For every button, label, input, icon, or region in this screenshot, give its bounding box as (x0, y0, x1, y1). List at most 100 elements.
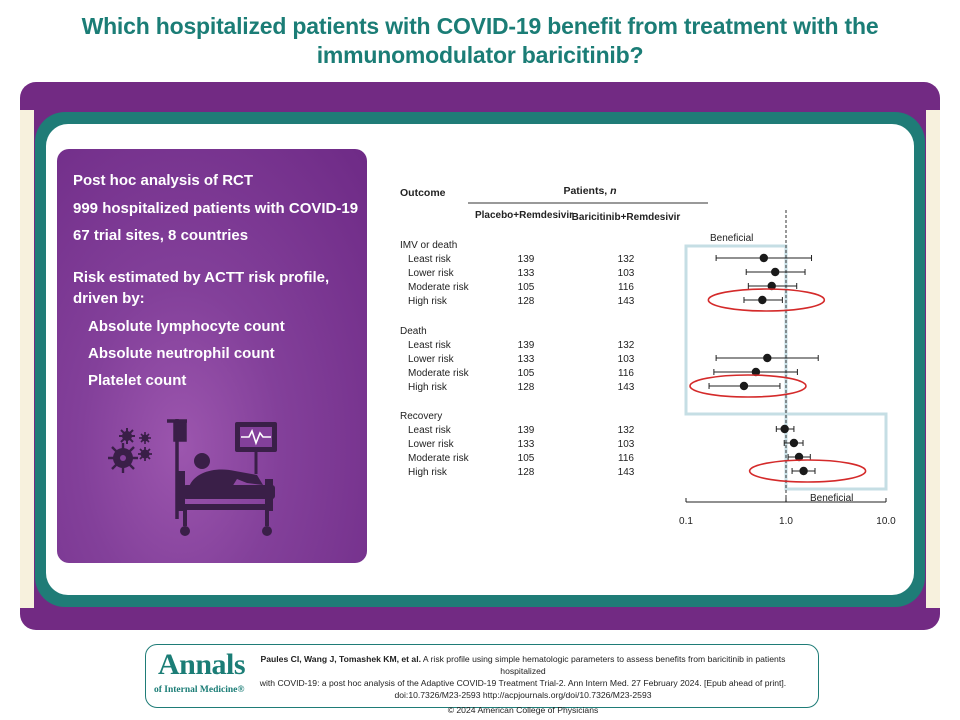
row-label: Moderate risk (408, 368, 470, 379)
row-label: Least risk (408, 254, 452, 265)
baricitinib-count: 132 (618, 340, 635, 351)
placebo-count: 128 (518, 382, 535, 393)
header-patients-n: n (610, 185, 616, 197)
study-summary-panel: Post hoc analysis of RCT 999 hospitalize… (57, 149, 367, 563)
placebo-count: 133 (518, 354, 535, 365)
row-label: Moderate risk (408, 453, 470, 464)
citation-line-1: Paules CI, Wang J, Tomashek KM, et al. A… (238, 653, 808, 677)
point-estimate (789, 438, 799, 448)
placebo-count: 105 (518, 368, 535, 379)
beneficial-label-right: Beneficial (810, 493, 853, 504)
placebo-count: 105 (518, 453, 535, 464)
row-label: Lower risk (408, 439, 455, 450)
registered-mark: ® (237, 685, 245, 695)
virus-icon (138, 447, 152, 461)
driver-lymphocyte: Absolute lymphocyte count (88, 318, 285, 335)
point-estimate (758, 295, 767, 305)
point-estimate (771, 267, 780, 277)
citation-authors: Paules CI, Wang J, Tomashek KM, et al. (260, 654, 421, 664)
citation-copyright: © 2024 American College of Physicians (447, 705, 599, 715)
highlight-ellipse (748, 459, 867, 483)
beneficial-label-left: Beneficial (710, 233, 753, 244)
baricitinib-count: 132 (618, 254, 635, 265)
placebo-count: 105 (518, 282, 535, 293)
virus-icon (139, 432, 151, 444)
point-estimate (763, 353, 772, 363)
x-tick-label: 1.0 (779, 516, 793, 527)
x-tick-label: 0.1 (679, 516, 693, 527)
baricitinib-count: 116 (618, 453, 634, 464)
baricitinib-count: 103 (618, 354, 635, 365)
baricitinib-count: 103 (618, 439, 635, 450)
group-label: IMV or death (400, 240, 457, 251)
virus-icon (108, 443, 138, 473)
baricitinib-count: 103 (618, 268, 635, 279)
title-line-2: immunomodulator baricitinib? (316, 42, 644, 68)
summary-line-3: 67 trial sites, 8 countries (73, 227, 249, 244)
header-patients: Patients, n (563, 185, 616, 197)
x-tick-label: 10.0 (876, 516, 896, 527)
beneficial-box-right (784, 412, 888, 491)
driver-neutrophil: Absolute neutrophil count (88, 345, 275, 362)
row-label: High risk (408, 382, 448, 393)
journal-logo: Annals (158, 648, 246, 681)
row-label: High risk (408, 467, 448, 478)
citation-line-3: doi:10.7326/M23-2593 http://acpjournals.… (394, 690, 652, 700)
row-label: Moderate risk (408, 282, 470, 293)
point-estimate (751, 367, 761, 377)
row-label: Lower risk (408, 268, 455, 279)
highlight-ellipse (707, 288, 826, 312)
journal-logo-subtitle: of Internal Medicine® (154, 685, 245, 695)
baricitinib-count: 143 (618, 382, 635, 393)
row-label: Least risk (408, 425, 452, 436)
placebo-count: 139 (518, 340, 535, 351)
row-label: High risk (408, 296, 448, 307)
group-label: Death (400, 326, 427, 337)
group-label: Recovery (400, 411, 442, 422)
row-label: Least risk (408, 340, 452, 351)
header-patients-label: Patients, (563, 185, 610, 197)
risk-intro-line-1: Risk estimated by ACTT risk profile, (73, 269, 330, 286)
citation-box: Annals of Internal Medicine® Paules CI, … (145, 644, 819, 715)
baricitinib-count: 143 (618, 467, 635, 478)
placebo-count: 139 (518, 425, 535, 436)
placebo-count: 139 (518, 254, 535, 265)
placebo-count: 128 (518, 296, 535, 307)
beneficial-box-left (684, 244, 788, 416)
placebo-count: 133 (518, 439, 535, 450)
point-estimate (794, 452, 804, 462)
summary-line-2: 999 hospitalized patients with COVID-19 (73, 200, 359, 217)
heart-monitor-icon (235, 422, 277, 474)
point-estimate (799, 466, 808, 476)
driver-platelet: Platelet count (88, 372, 187, 389)
cream-edge-left (20, 110, 34, 608)
risk-intro-line-2: driven by: (73, 290, 145, 307)
baricitinib-count: 143 (618, 296, 635, 307)
virus-icon (119, 428, 135, 444)
baricitinib-count: 132 (618, 425, 635, 436)
point-estimate (759, 253, 769, 263)
citation-line-1-rest: A risk profile using simple hematologic … (421, 654, 786, 676)
header-placebo: Placebo+Remdesivir (475, 210, 573, 221)
page-title: Which hospitalized patients with COVID-1… (0, 12, 960, 70)
illustration (108, 419, 277, 536)
point-estimate (739, 381, 749, 391)
highlight-ellipse (689, 374, 807, 398)
citation-text: Paules CI, Wang J, Tomashek KM, et al. A… (238, 653, 808, 716)
journal-logo-subtitle-text: of Internal Medicine (154, 685, 238, 695)
row-label: Lower risk (408, 354, 455, 365)
point-estimate (767, 281, 776, 291)
forest-plot: Outcome Patients, n Placebo+Remdesivir B… (400, 185, 896, 527)
baricitinib-count: 116 (618, 368, 634, 379)
citation-line-2: with COVID-19: a post hoc analysis of th… (259, 678, 787, 688)
placebo-count: 128 (518, 467, 535, 478)
cream-edge-right (926, 110, 940, 608)
placebo-count: 133 (518, 268, 535, 279)
header-baricitinib: Baricitinib+Remdesivir (572, 212, 681, 223)
summary-line-1: Post hoc analysis of RCT (73, 172, 254, 189)
header-outcome: Outcome (400, 187, 446, 199)
title-line-1: Which hospitalized patients with COVID-1… (81, 13, 879, 39)
hospital-bed-icon (177, 453, 275, 536)
point-estimate (780, 424, 789, 434)
baricitinib-count: 116 (618, 282, 634, 293)
